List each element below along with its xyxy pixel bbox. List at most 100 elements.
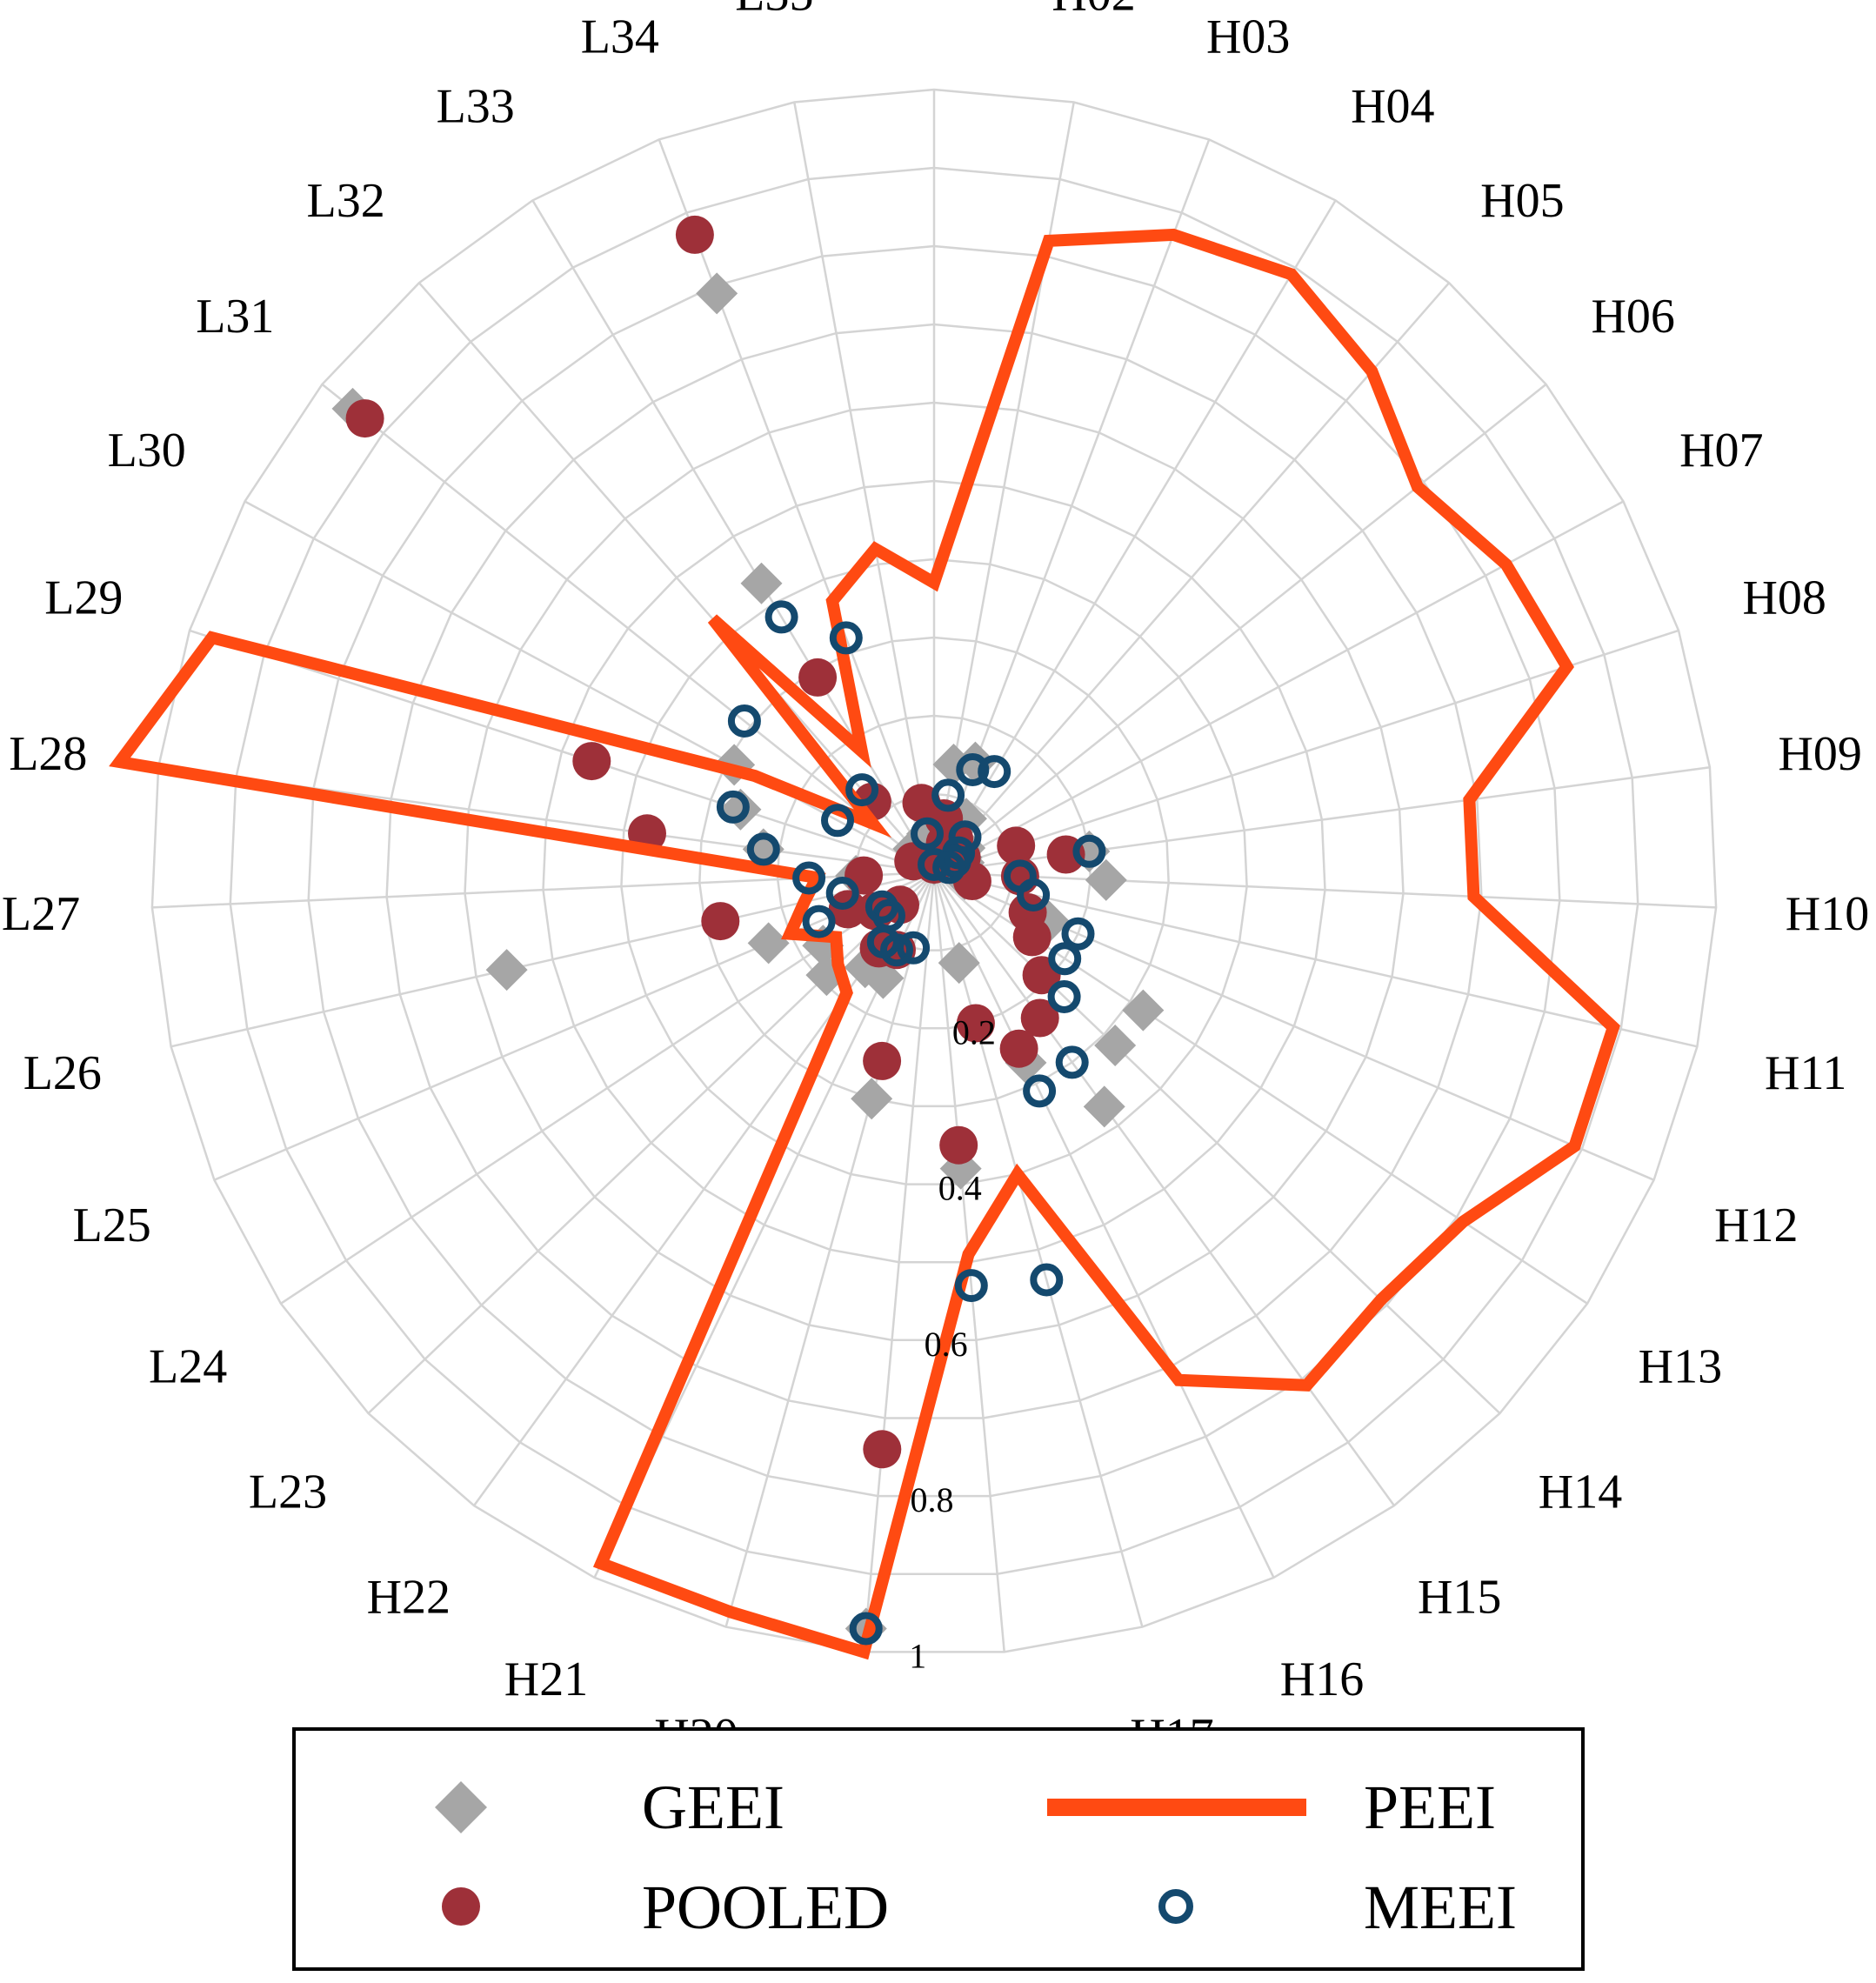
legend-label-geei: GEEI [642,1773,784,1842]
grid-spoke [863,871,936,1652]
radial-tick-label: 0.2 [952,1012,996,1052]
legend-item-pooled: POOLED [442,1873,889,1942]
category-label: H06 [1591,290,1674,344]
meei-point [1047,980,1081,1013]
meei-point [897,931,931,965]
category-label: H02 [1051,0,1135,22]
meei-point [954,1269,988,1303]
grid-spoke [932,871,1396,1506]
pooled-point [1020,998,1059,1038]
legend-marker-meei [1158,1889,1193,1924]
category-label: L25 [73,1198,151,1252]
meei-point [938,845,971,878]
grid-spoke [933,871,1698,1048]
meei-point [978,755,1011,789]
category-label: H12 [1714,1198,1798,1252]
grid-spoke [658,138,936,873]
meei-point [802,905,836,938]
category-label: L33 [437,80,515,134]
category-label: L31 [196,290,274,344]
legend-marker-geei [435,1781,487,1833]
meei-point [1048,942,1082,976]
radial-tick-label: 1 [909,1636,926,1675]
grid-spoke [244,500,935,874]
geei-point [485,949,528,992]
category-label: H10 [1786,887,1869,941]
grid-spoke [932,871,1144,1627]
meei-point [911,817,944,851]
grid-ring [150,88,1718,1653]
grid-spoke [933,282,1451,873]
radial-tick-label: 0.6 [925,1325,968,1364]
grid-spoke [933,383,1547,873]
category-label: H05 [1480,174,1564,228]
meei-point [829,621,863,655]
meei-point [716,790,750,824]
category-label: H21 [504,1652,588,1706]
meei-point [1017,878,1051,911]
category-label: L35 [735,0,813,22]
meei-point [764,600,798,634]
grid-ring [307,244,1561,1498]
category-label: L28 [9,727,87,781]
pooled-point [675,215,714,254]
category-label: L30 [108,424,186,477]
grid-ring [620,558,1248,1185]
pooled-point [701,902,740,941]
radar-series [109,215,1620,1660]
category-label: H16 [1280,1652,1364,1706]
meei-point [865,890,898,924]
grid-spoke [932,871,1275,1579]
meei-point [1072,834,1106,868]
pooled-point [1012,918,1051,957]
meei-point [1023,1074,1057,1108]
pooled-point [902,784,941,823]
category-label: H11 [1765,1046,1846,1100]
grid-spoke [417,282,935,873]
meei-point [727,704,761,738]
grid-spoke [724,871,936,1627]
category-label: L27 [2,887,80,941]
category-label: H03 [1206,10,1290,64]
category-label: L24 [149,1339,227,1393]
meei-point [845,773,879,807]
meei-point [1061,917,1095,951]
radial-tick-labels: 0.2 0.4 0.6 0.8 1 [909,1012,996,1675]
series-peei [109,228,1620,1660]
grid-spoke [321,383,935,873]
legend-item-peei: PEEI [1047,1773,1496,1842]
category-label: L34 [581,10,659,64]
legend: GEEI PEEI POOLED MEEI [292,1727,1585,1971]
grid-spoke [932,102,1075,873]
geei-point [1094,1025,1137,1067]
geei-point [740,562,783,604]
category-label: H01 [892,0,976,7]
legend-label-peei: PEEI [1364,1773,1496,1842]
meei-point [825,877,859,910]
meei-point [792,861,826,895]
meei-point [849,1612,883,1646]
legend-marker-pooled [442,1887,480,1926]
category-label: H08 [1742,571,1826,624]
category-label: L32 [306,174,384,228]
geei-point [1085,858,1127,901]
meei-point [1030,1263,1064,1297]
pooled-point [863,1041,902,1080]
legend-label-pooled: POOLED [642,1873,889,1942]
grid-spoke [213,871,935,1181]
pooled-point [572,742,611,781]
pooled-point [798,658,838,697]
category-label: H22 [367,1571,451,1625]
geei-point [1083,1085,1125,1128]
pooled-point [939,1125,978,1165]
category-label: H15 [1418,1571,1501,1625]
legend-item-geei: GEEI [435,1773,784,1842]
series-meei [716,600,1106,1646]
category-label: H13 [1639,1339,1722,1393]
pooled-point [997,826,1036,865]
category-label: H09 [1778,727,1861,781]
geei-point [938,942,980,985]
radial-tick-label: 0.8 [911,1480,954,1519]
pooled-point [863,1430,902,1469]
